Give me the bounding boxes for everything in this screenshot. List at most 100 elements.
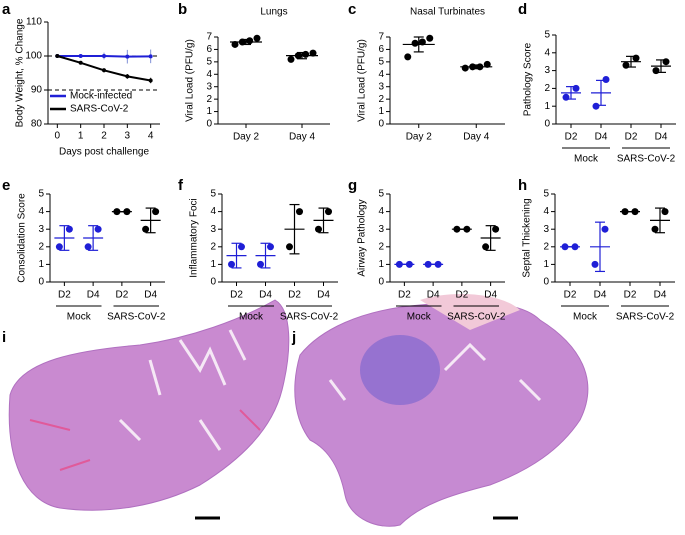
y-tick-label: 3 xyxy=(543,224,549,235)
point xyxy=(662,58,670,66)
y-tick-label: 3 xyxy=(38,224,44,235)
tissue xyxy=(8,299,290,511)
point xyxy=(561,243,569,251)
x-tick-label: D2 xyxy=(58,290,71,301)
point xyxy=(148,78,153,83)
y-tick-label: 0 xyxy=(210,277,216,288)
point xyxy=(562,93,570,101)
point xyxy=(228,260,235,268)
point xyxy=(148,54,153,59)
panel-letter: e xyxy=(2,177,10,194)
point xyxy=(55,54,60,58)
point xyxy=(411,39,419,47)
point xyxy=(592,102,600,110)
x-tick-label: Day 4 xyxy=(289,132,316,143)
x-tick-label: D2 xyxy=(288,290,301,301)
point xyxy=(424,260,432,268)
x-axis-label: Days post challenge xyxy=(59,147,149,158)
x-tick-label: Day 2 xyxy=(406,132,433,143)
panel-letter: j xyxy=(291,329,296,346)
y-tick-label: 5 xyxy=(544,30,550,41)
y-tick-label: 90 xyxy=(31,85,43,96)
tissue xyxy=(294,301,589,527)
y-tick-label: 4 xyxy=(378,69,384,80)
point xyxy=(125,54,130,59)
histology-j xyxy=(294,294,589,527)
group-label: Mock xyxy=(67,312,92,323)
x-tick-label: D2 xyxy=(565,132,578,143)
panel-letter: g xyxy=(348,177,357,194)
point xyxy=(246,37,254,45)
y-tick-label: 1 xyxy=(544,101,550,112)
y-tick-label: 5 xyxy=(210,189,216,200)
y-tick-label: 0 xyxy=(544,119,550,130)
point xyxy=(602,76,610,83)
x-tick-label: 1 xyxy=(78,131,84,142)
x-tick-label: Day 4 xyxy=(463,132,490,143)
airways xyxy=(328,342,542,402)
panel-letter: b xyxy=(178,1,187,18)
point xyxy=(404,53,412,61)
y-tick-label: 2 xyxy=(378,241,384,252)
point xyxy=(309,49,317,57)
group-label: SARS-CoV-2 xyxy=(280,312,339,323)
y-tick-label: 7 xyxy=(378,32,384,43)
y-tick-label: 0 xyxy=(206,119,212,130)
point xyxy=(296,208,303,216)
point xyxy=(142,225,150,233)
point xyxy=(453,225,461,233)
panel-letter: f xyxy=(178,177,184,194)
x-tick-label: D4 xyxy=(654,290,667,301)
y-tick-label: 1 xyxy=(378,259,384,270)
x-tick-label: D2 xyxy=(115,290,128,301)
point xyxy=(286,243,293,251)
point xyxy=(476,63,484,71)
y-axis-label: Viral Load (PFU/g) xyxy=(357,39,368,122)
y-tick-label: 2 xyxy=(544,83,550,94)
point xyxy=(571,243,579,251)
y-tick-label: 4 xyxy=(206,69,212,80)
y-tick-label: 2 xyxy=(378,94,384,105)
point xyxy=(651,225,659,233)
point xyxy=(257,260,264,268)
point xyxy=(325,208,332,216)
point xyxy=(632,54,640,62)
x-tick-label: D2 xyxy=(398,290,411,301)
infiltrate xyxy=(360,335,440,405)
point xyxy=(482,243,490,251)
x-tick-label: D2 xyxy=(230,290,243,301)
point xyxy=(315,225,322,233)
y-tick-label: 4 xyxy=(38,206,44,217)
point xyxy=(461,64,469,72)
point xyxy=(152,208,160,216)
x-tick-label: D4 xyxy=(655,132,668,143)
y-tick-label: 2 xyxy=(38,241,44,252)
point xyxy=(434,260,442,268)
x-tick-label: D4 xyxy=(594,290,607,301)
group-label: Mock xyxy=(407,312,432,323)
x-tick-label: 0 xyxy=(55,131,61,142)
point xyxy=(395,260,403,268)
point xyxy=(78,54,83,58)
y-tick-label: 5 xyxy=(38,189,44,200)
x-tick-label: D4 xyxy=(317,290,330,301)
y-tick-label: 5 xyxy=(206,56,212,67)
airways xyxy=(118,329,247,451)
point xyxy=(253,34,261,42)
y-tick-label: 4 xyxy=(210,206,216,217)
x-tick-label: D4 xyxy=(427,290,440,301)
y-tick-label: 80 xyxy=(31,119,43,130)
y-tick-label: 1 xyxy=(543,259,549,270)
x-tick-label: Day 2 xyxy=(233,132,260,143)
point xyxy=(231,40,239,48)
point xyxy=(591,260,599,268)
group-label: SARS-CoV-2 xyxy=(107,312,166,323)
y-axis-label: Pathology Score xyxy=(523,42,534,116)
group-label: Mock xyxy=(239,312,264,323)
panel-letter: a xyxy=(2,1,11,18)
point xyxy=(622,61,630,69)
y-axis-label: Consolidation Score xyxy=(17,193,28,283)
point xyxy=(102,54,106,58)
y-tick-label: 110 xyxy=(26,17,42,28)
y-tick-label: 1 xyxy=(38,259,44,270)
